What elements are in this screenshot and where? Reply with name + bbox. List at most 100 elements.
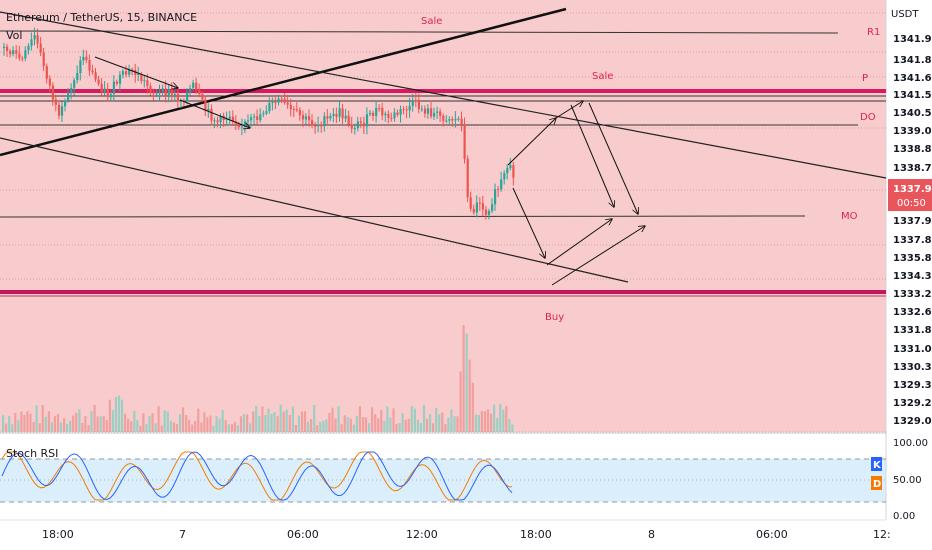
candle-body	[9, 51, 12, 55]
volume-bar	[349, 418, 352, 432]
candle-body	[463, 124, 466, 159]
time-tick-label: 7	[179, 528, 186, 541]
candle-body	[161, 88, 164, 93]
volume-bar	[69, 420, 72, 432]
currency-label: USDT	[891, 9, 919, 20]
volume-bar	[145, 424, 148, 432]
candle-body	[326, 116, 329, 119]
annotation-arrow	[179, 99, 250, 128]
price-tick-label: 1332.68	[893, 307, 932, 318]
candle-body	[280, 98, 283, 100]
candle-body	[466, 158, 469, 198]
candle-body	[42, 52, 45, 67]
volume-bar	[419, 423, 422, 432]
candle-body	[155, 93, 158, 95]
candle-body	[494, 189, 497, 205]
annotation-arrow	[512, 187, 545, 258]
candle-body	[329, 115, 332, 119]
volume-bar	[407, 418, 410, 432]
candle-body	[335, 114, 338, 117]
level-label: Buy	[545, 312, 564, 323]
volume-bar	[273, 412, 276, 432]
price-tick-label: 1341.99	[893, 34, 932, 45]
volume-bar	[288, 415, 291, 432]
volume-bar	[212, 425, 215, 432]
volume-bar	[294, 424, 297, 432]
volume-bar	[59, 422, 63, 432]
candle-body	[283, 98, 286, 103]
candle-body	[170, 89, 173, 95]
volume-bar	[5, 423, 8, 432]
candle-body	[219, 115, 222, 123]
volume-bar	[380, 409, 383, 432]
volume-bar	[444, 424, 447, 432]
volume-bar	[194, 420, 197, 432]
time-tick-label: 18:00	[520, 528, 552, 541]
candle-body	[512, 165, 515, 178]
candle-body	[442, 115, 445, 121]
candle-body	[158, 92, 161, 94]
candle-body	[338, 108, 341, 117]
level-label: DO	[860, 112, 876, 123]
trend-line-rising	[0, 7, 567, 157]
candle-body	[387, 113, 390, 118]
candle-body	[475, 202, 478, 213]
candle-body	[131, 69, 134, 71]
time-tick-label: 06:00	[756, 528, 788, 541]
volume-bar	[127, 418, 130, 432]
candle-body	[430, 108, 433, 117]
candle-body	[506, 168, 509, 174]
trend-line-falling-lower	[0, 137, 629, 283]
candle-body	[390, 117, 393, 119]
volume-bar	[23, 415, 26, 432]
price-tick-label: 1339.09	[893, 126, 932, 137]
volume-bar	[38, 423, 41, 432]
candle-body	[301, 115, 305, 120]
volume-bar	[496, 418, 499, 432]
candle-body	[247, 120, 250, 122]
candle-body	[369, 112, 372, 115]
volume-bar	[480, 411, 483, 432]
volume-bar	[456, 416, 459, 432]
volume-bar	[108, 399, 111, 432]
volume-bar	[508, 419, 511, 432]
candle-body	[60, 106, 64, 116]
candle-body	[152, 92, 155, 94]
volume-bar	[166, 411, 169, 432]
candle-body	[478, 202, 481, 204]
volume-bar	[490, 413, 493, 432]
candle-body	[125, 71, 128, 75]
candle-body	[405, 109, 408, 111]
candle-body	[268, 103, 271, 112]
level-line-mo	[0, 215, 806, 218]
candle-body	[353, 128, 356, 130]
candle-body	[228, 116, 231, 119]
candle-body	[201, 94, 204, 100]
volume-bar	[102, 416, 105, 432]
candle-body	[240, 126, 244, 128]
candle-body	[402, 109, 405, 111]
volume-bar	[2, 415, 5, 432]
candle-body	[393, 112, 396, 119]
volume-bar	[178, 414, 182, 432]
candle-body	[347, 115, 350, 125]
candle-body	[433, 112, 436, 117]
volume-bar	[364, 417, 368, 432]
level-label: MO	[841, 211, 858, 222]
candle-body	[109, 94, 112, 98]
price-tick-label: 1329.23	[893, 398, 932, 409]
price-tick-label: 1331.03	[893, 344, 932, 355]
volume-bar	[468, 359, 471, 432]
volume-bar	[96, 416, 99, 432]
candle-body	[365, 114, 369, 127]
volume-bar	[221, 410, 224, 432]
volume-bar	[398, 423, 401, 432]
stoch-band	[0, 459, 886, 502]
volume-bar	[136, 420, 139, 432]
volume-bar	[114, 397, 117, 432]
volume-bar	[41, 405, 44, 432]
symbol-title: Ethereum / TetherUS, 15, BINANCE	[6, 11, 198, 24]
volume-bar	[90, 411, 93, 432]
candle-body	[481, 203, 484, 210]
